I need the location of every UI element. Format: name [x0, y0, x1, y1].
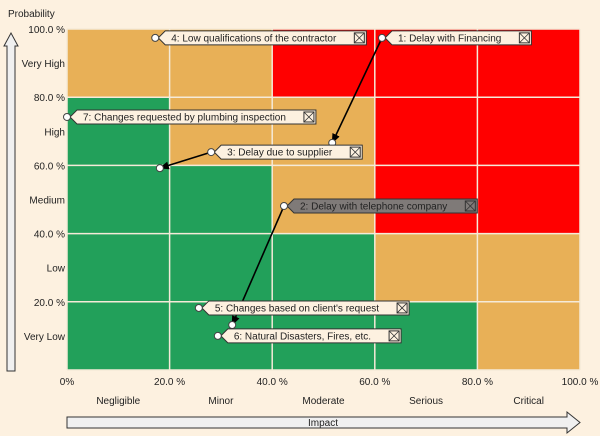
- x-axis-label: Impact: [308, 418, 338, 429]
- matrix-cell-green: [169, 233, 273, 302]
- risk-label-text: 5: Changes based on client's request: [215, 303, 379, 314]
- close-box-cross: [396, 302, 408, 314]
- x-tick-label: 20.0 %: [154, 377, 185, 388]
- x-tick-label: 100.0 %: [562, 377, 599, 388]
- close-box-icon: [353, 32, 365, 44]
- risk-label[interactable]: 1: Delay with Financing: [377, 30, 532, 46]
- risk-label[interactable]: 4: Low qualifications of the contractor: [151, 30, 367, 46]
- risk-label-box: [201, 300, 410, 316]
- risk-label-text: 7: Changes requested by plumbing inspect…: [83, 112, 286, 123]
- y-tick-label: 80.0 %: [34, 93, 65, 104]
- x-category-label: Moderate: [302, 396, 345, 407]
- close-box-icon: [388, 330, 400, 342]
- impact-axis-arrow: [66, 410, 581, 435]
- close-box-cross: [388, 330, 400, 342]
- risk-arrow: [331, 37, 383, 144]
- risk-point: [207, 148, 216, 157]
- risk-target-point: [155, 164, 164, 173]
- risk-label-text: 3: Delay due to supplier: [227, 148, 333, 159]
- risk-label-text: 1: Delay with Financing: [398, 33, 501, 44]
- matrix-cell-green: [169, 165, 273, 234]
- risk-label[interactable]: 2: Delay with telephone company: [279, 198, 478, 214]
- y-category-label: Medium: [29, 196, 65, 207]
- x-category-label: Serious: [409, 396, 443, 407]
- risk-label[interactable]: 7: Changes requested by plumbing inspect…: [63, 109, 317, 125]
- close-box-icon: [303, 111, 315, 123]
- x-tick-label: 40.0 %: [257, 377, 288, 388]
- risk-label-box: [220, 328, 402, 344]
- matrix-cell-red: [477, 165, 580, 234]
- risk-point: [377, 33, 386, 42]
- risk-point: [213, 331, 222, 340]
- risk-label[interactable]: 6: Natural Disasters, Fires, etc.: [213, 328, 402, 344]
- y-tick-label: 40.0 %: [34, 230, 65, 241]
- close-box-icon: [518, 32, 530, 44]
- y-category-label: Very High: [22, 59, 65, 70]
- risk-point: [151, 33, 160, 42]
- risk-label[interactable]: 5: Changes based on client's request: [194, 300, 410, 316]
- matrix-cell-red: [477, 97, 580, 166]
- risk-label-text: 6: Natural Disasters, Fires, etc.: [234, 331, 371, 342]
- risk-label-text: 2: Delay with telephone company: [300, 201, 447, 212]
- x-category-label: Critical: [513, 396, 544, 407]
- x-tick-label: 80.0 %: [462, 377, 493, 388]
- y-tick-label: 60.0 %: [34, 161, 65, 172]
- y-axis-label: Probability: [8, 9, 55, 20]
- matrix-cell-green: [67, 165, 170, 234]
- y-tick-label: 20.0 %: [34, 298, 65, 309]
- matrix-cell-orange: [477, 301, 580, 370]
- risk-label-box: [69, 109, 317, 125]
- y-category-label: High: [44, 127, 65, 138]
- close-box-cross: [519, 32, 530, 44]
- matrix-cell-green: [272, 233, 375, 302]
- close-box-icon: [349, 146, 361, 158]
- risk-target-point: [228, 320, 237, 329]
- risk-label-text: 4: Low qualifications of the contractor: [171, 33, 337, 44]
- x-tick-label: 0%: [60, 377, 75, 388]
- risk-label-box: [213, 144, 363, 160]
- matrix-cell-orange: [477, 233, 580, 302]
- x-category-label: Minor: [208, 396, 234, 407]
- matrix-cell-red: [374, 97, 478, 166]
- close-box-icon: [464, 200, 476, 212]
- risk-point: [194, 303, 203, 312]
- y-category-label: Very Low: [24, 332, 66, 343]
- matrix-cell-green: [67, 233, 170, 302]
- close-box-cross: [303, 111, 315, 123]
- close-box-icon: [396, 302, 408, 314]
- risk-point: [279, 201, 288, 210]
- risk-label-box: [286, 198, 478, 214]
- matrix-cell-green: [67, 301, 170, 370]
- close-box-cross: [354, 32, 365, 44]
- close-box-cross: [349, 146, 361, 158]
- matrix-cell-orange: [374, 233, 478, 302]
- risk-label-box: [384, 30, 532, 46]
- close-box-cross: [465, 200, 476, 212]
- y-tick-label: 100.0 %: [28, 25, 65, 36]
- matrix-cell-green: [67, 97, 170, 166]
- y-category-label: Low: [47, 264, 66, 275]
- risk-arrow: [158, 151, 212, 170]
- risk-label[interactable]: 3: Delay due to supplier: [207, 144, 363, 160]
- risk-point: [63, 112, 71, 121]
- risk-label-box: [157, 30, 367, 46]
- x-tick-label: 60.0 %: [359, 377, 390, 388]
- x-category-label: Negligible: [96, 396, 140, 407]
- probability-axis-arrow: [3, 31, 19, 372]
